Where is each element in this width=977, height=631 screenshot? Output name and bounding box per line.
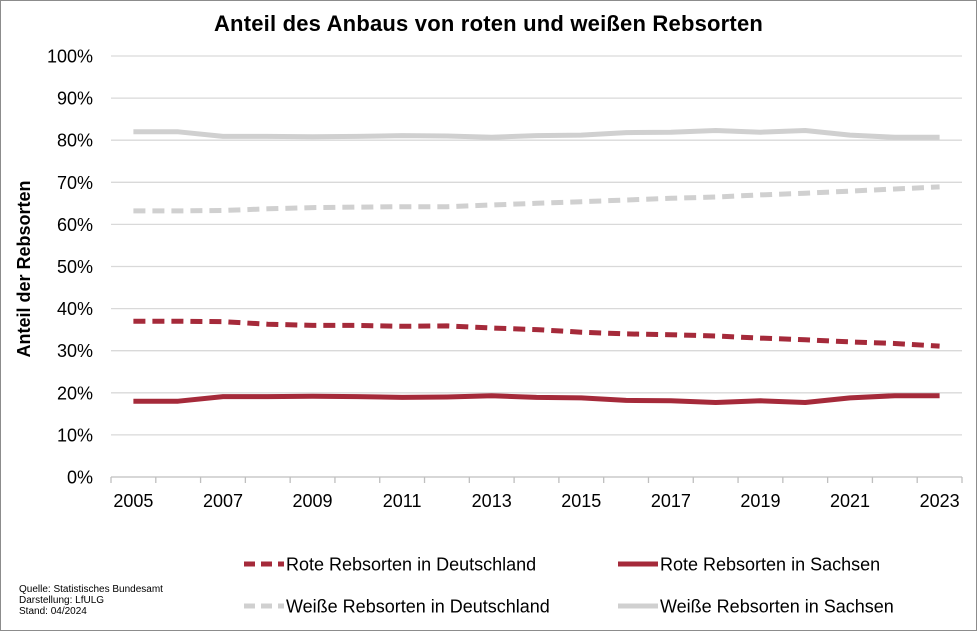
legend-label: Weiße Rebsorten in Sachsen bbox=[660, 597, 894, 617]
y-axis-title: Anteil der Rebsorten bbox=[14, 180, 34, 357]
y-tick-label: 60% bbox=[57, 215, 93, 235]
x-tick-label: 2013 bbox=[472, 491, 512, 511]
legend-label: Rote Rebsorten in Sachsen bbox=[660, 555, 880, 575]
date-line: Stand: 04/2024 bbox=[19, 606, 87, 617]
x-tick-label: 2017 bbox=[651, 491, 691, 511]
y-tick-label: 40% bbox=[57, 299, 93, 319]
y-tick-label: 20% bbox=[57, 383, 93, 403]
x-tick-label: 2011 bbox=[383, 491, 422, 511]
series-line bbox=[133, 184, 940, 214]
x-tick-label: 2009 bbox=[293, 491, 333, 511]
x-tick-label: 2007 bbox=[203, 491, 243, 511]
x-tick-label: 2023 bbox=[920, 491, 960, 511]
chart-title: Anteil des Anbaus von roten und weißen R… bbox=[213, 11, 764, 36]
y-tick-label: 90% bbox=[57, 89, 93, 109]
credit-line: Darstellung: LfULG bbox=[19, 595, 105, 606]
legend-label: Weiße Rebsorten in Deutschland bbox=[286, 597, 550, 617]
x-tick-label: 2021 bbox=[830, 491, 870, 511]
source-line: Quelle: Statistisches Bundesamt bbox=[19, 584, 163, 595]
x-tick-label: 2005 bbox=[113, 491, 153, 511]
y-tick-label: 30% bbox=[57, 341, 93, 361]
series-line bbox=[133, 128, 940, 140]
y-tick-label: 10% bbox=[57, 425, 93, 445]
y-tick-label: 50% bbox=[57, 257, 93, 277]
y-tick-label: 80% bbox=[57, 131, 93, 151]
source-note: Quelle: Statistisches Bundesamt Darstell… bbox=[19, 584, 163, 617]
series-line bbox=[133, 318, 940, 349]
y-tick-label: 100% bbox=[47, 47, 93, 67]
x-tick-label: 2015 bbox=[561, 491, 601, 511]
x-tick-label: 2019 bbox=[740, 491, 780, 511]
legend-label: Rote Rebsorten in Deutschland bbox=[286, 555, 536, 575]
series-line bbox=[133, 393, 940, 405]
y-tick-label: 70% bbox=[57, 173, 93, 193]
y-tick-label: 0% bbox=[67, 468, 93, 488]
